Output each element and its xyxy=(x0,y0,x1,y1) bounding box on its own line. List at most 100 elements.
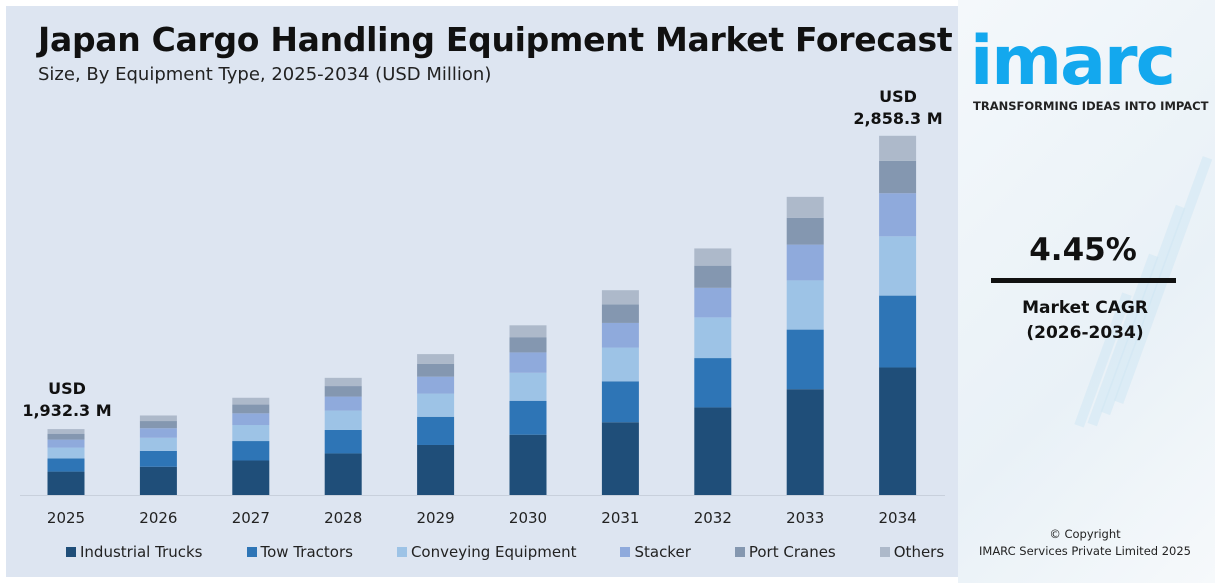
legend-item: Port Cranes xyxy=(734,543,836,561)
bar-segment-port-cranes-2031 xyxy=(601,304,639,323)
copyright: © Copyright IMARC Services Private Limit… xyxy=(970,526,1200,560)
bar-segment-stacker-2026 xyxy=(139,428,177,438)
bar-segment-stacker-2034 xyxy=(879,193,917,237)
legend-item: Others xyxy=(879,543,945,561)
bar-segment-stacker-2027 xyxy=(232,413,270,426)
bar-segment-others-2034 xyxy=(879,135,917,161)
bar-segment-others-2031 xyxy=(601,290,639,305)
x-tick-label: 2034 xyxy=(879,509,917,527)
legend-label: Tow Tractors xyxy=(260,543,353,561)
bar-segment-tow-tractors-2029 xyxy=(417,416,455,445)
bar-segment-industrial-trucks-2027 xyxy=(232,460,270,495)
bar-segment-others-2027 xyxy=(232,397,270,405)
bar-segment-tow-tractors-2032 xyxy=(694,358,732,408)
cagr-period: (2026-2034) xyxy=(1026,323,1144,343)
bar-segment-conveying-equipment-2032 xyxy=(694,317,732,359)
bar-segment-port-cranes-2032 xyxy=(694,265,732,288)
bar-segment-stacker-2029 xyxy=(417,376,455,394)
bar-segment-industrial-trucks-2026 xyxy=(139,466,177,495)
cagr-label-block: Market CAGR (2026-2034) xyxy=(990,296,1180,346)
x-tick-label: 2033 xyxy=(786,509,824,527)
bar-segment-industrial-trucks-2031 xyxy=(601,422,639,495)
chart-title: Japan Cargo Handling Equipment Market Fo… xyxy=(38,20,953,59)
bar-segment-conveying-equipment-2033 xyxy=(786,280,824,330)
bar-segment-others-2032 xyxy=(694,248,732,266)
legend-label: Conveying Equipment xyxy=(410,543,577,561)
bar-segment-stacker-2025 xyxy=(47,439,85,448)
bar-segment-tow-tractors-2034 xyxy=(879,295,917,368)
copyright-line1: © Copyright xyxy=(1049,527,1121,541)
imarc-logo: imarc xyxy=(970,22,1176,101)
bar-segment-others-2026 xyxy=(139,415,177,422)
legend-label: Industrial Trucks xyxy=(80,543,203,561)
end-currency: USD xyxy=(879,87,917,106)
x-tick-label: 2025 xyxy=(47,509,85,527)
start-currency: USD xyxy=(48,379,86,398)
bar-segment-port-cranes-2034 xyxy=(879,160,917,194)
bar-segment-conveying-equipment-2034 xyxy=(879,236,917,296)
bar-segment-port-cranes-2029 xyxy=(417,363,455,377)
start-value-annotation: USD 1,932.3 M xyxy=(22,378,112,422)
bar-segment-conveying-equipment-2027 xyxy=(232,425,270,442)
bar-segment-stacker-2033 xyxy=(786,244,824,281)
copyright-line2: IMARC Services Private Limited 2025 xyxy=(979,544,1191,558)
legend-item: Conveying Equipment xyxy=(396,543,577,561)
bar-segment-others-2033 xyxy=(786,196,824,218)
legend-swatch xyxy=(246,547,257,557)
bar-segment-conveying-equipment-2030 xyxy=(509,372,547,401)
cagr-divider xyxy=(991,278,1176,283)
bar-segment-tow-tractors-2028 xyxy=(324,429,362,454)
bar-segment-port-cranes-2028 xyxy=(324,386,362,397)
bar-segment-industrial-trucks-2029 xyxy=(417,444,455,495)
bar-segment-industrial-trucks-2025 xyxy=(47,471,85,495)
bar-segment-tow-tractors-2025 xyxy=(47,458,85,472)
bar-segment-others-2025 xyxy=(47,429,85,434)
bar-segment-port-cranes-2033 xyxy=(786,217,824,245)
x-tick-label: 2030 xyxy=(509,509,547,527)
legend-swatch xyxy=(734,547,745,557)
legend-item: Stacker xyxy=(620,543,691,561)
bar-segment-tow-tractors-2026 xyxy=(139,450,177,467)
bar-segment-port-cranes-2025 xyxy=(47,433,85,440)
bar-segment-industrial-trucks-2030 xyxy=(509,434,547,495)
bar-segment-tow-tractors-2030 xyxy=(509,400,547,435)
bar-segment-industrial-trucks-2032 xyxy=(694,407,732,495)
bar-segment-industrial-trucks-2033 xyxy=(786,389,824,495)
cagr-value: 4.45% xyxy=(1029,232,1137,268)
x-tick-label: 2032 xyxy=(694,509,732,527)
chart-subtitle: Size, By Equipment Type, 2025-2034 (USD … xyxy=(38,64,492,85)
bar-segment-industrial-trucks-2028 xyxy=(324,453,362,495)
bar-segment-port-cranes-2026 xyxy=(139,421,177,429)
bar-segment-industrial-trucks-2034 xyxy=(879,367,917,495)
legend-swatch xyxy=(66,547,76,557)
bar-segment-others-2029 xyxy=(417,354,455,364)
bar-segment-conveying-equipment-2031 xyxy=(601,347,639,382)
bar-segment-conveying-equipment-2028 xyxy=(324,410,362,430)
legend-label: Others xyxy=(893,543,945,561)
x-tick-label: 2029 xyxy=(417,509,455,527)
stacked-bar-chart: 2025 2026 2027 2028 2029 2030 2031 2032 2033 2034 xyxy=(20,135,945,527)
bar-segment-stacker-2032 xyxy=(694,287,732,318)
bar-segment-others-2028 xyxy=(324,377,362,387)
legend: Industrial Trucks Tow Tractors Conveying E… xyxy=(66,543,944,561)
bar-segment-tow-tractors-2033 xyxy=(786,329,824,390)
bar-segment-conveying-equipment-2025 xyxy=(47,447,85,459)
end-value: 2,858.3 M xyxy=(853,109,943,128)
legend-swatch xyxy=(620,547,631,557)
brand-panel xyxy=(958,0,1215,583)
bar-segment-stacker-2031 xyxy=(601,322,639,348)
end-value-annotation: USD 2,858.3 M xyxy=(850,86,946,130)
legend-swatch xyxy=(396,547,407,557)
legend-label: Port Cranes xyxy=(748,543,836,561)
legend-item: Industrial Trucks xyxy=(66,543,203,561)
brand-tagline: TRANSFORMING IDEAS INTO IMPACT xyxy=(973,99,1209,113)
start-value: 1,932.3 M xyxy=(22,401,112,420)
x-tick-label: 2027 xyxy=(232,509,270,527)
bar-segment-port-cranes-2030 xyxy=(509,337,547,353)
bar-segment-conveying-equipment-2029 xyxy=(417,393,455,417)
x-tick-label: 2031 xyxy=(601,509,639,527)
legend-label: Stacker xyxy=(634,543,691,561)
bar-segment-others-2030 xyxy=(509,325,547,338)
bar-segment-tow-tractors-2027 xyxy=(232,441,270,461)
bar-segment-conveying-equipment-2026 xyxy=(139,437,177,451)
